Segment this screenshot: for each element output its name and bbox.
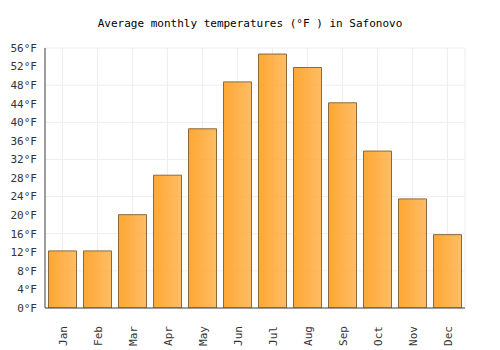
svg-text:8°F: 8°F [17,265,37,278]
svg-text:Dec: Dec [442,326,455,346]
svg-text:Feb: Feb [92,326,105,346]
svg-text:Sep: Sep [337,326,350,346]
svg-text:Jun: Jun [232,326,245,346]
svg-text:May: May [197,326,210,346]
svg-text:24°F: 24°F [11,190,38,203]
svg-text:36°F: 36°F [11,135,38,148]
svg-text:Oct: Oct [372,326,385,346]
svg-text:40°F: 40°F [11,116,38,129]
svg-text:12°F: 12°F [11,246,38,259]
svg-text:Apr: Apr [162,326,175,346]
svg-text:Jul: Jul [267,326,280,346]
svg-text:52°F: 52°F [11,60,38,73]
svg-text:Mar: Mar [127,326,140,346]
svg-text:32°F: 32°F [11,153,38,166]
svg-text:4°F: 4°F [17,283,37,296]
svg-text:44°F: 44°F [11,98,38,111]
svg-text:0°F: 0°F [17,302,37,315]
html-text:Average monthly temperatures (: Average monthly temperatures (°F ) in Sa… [97,17,403,30]
svg-text:20°F: 20°F [11,209,38,222]
svg-text:28°F: 28°F [11,172,38,185]
svg-text:Aug: Aug [302,326,315,346]
svg-text:56°F: 56°F [11,42,38,55]
svg-text:Jan: Jan [57,326,70,346]
svg-text:48°F: 48°F [11,79,38,92]
svg-text:Nov: Nov [407,326,420,346]
svg-text:16°F: 16°F [11,228,38,241]
